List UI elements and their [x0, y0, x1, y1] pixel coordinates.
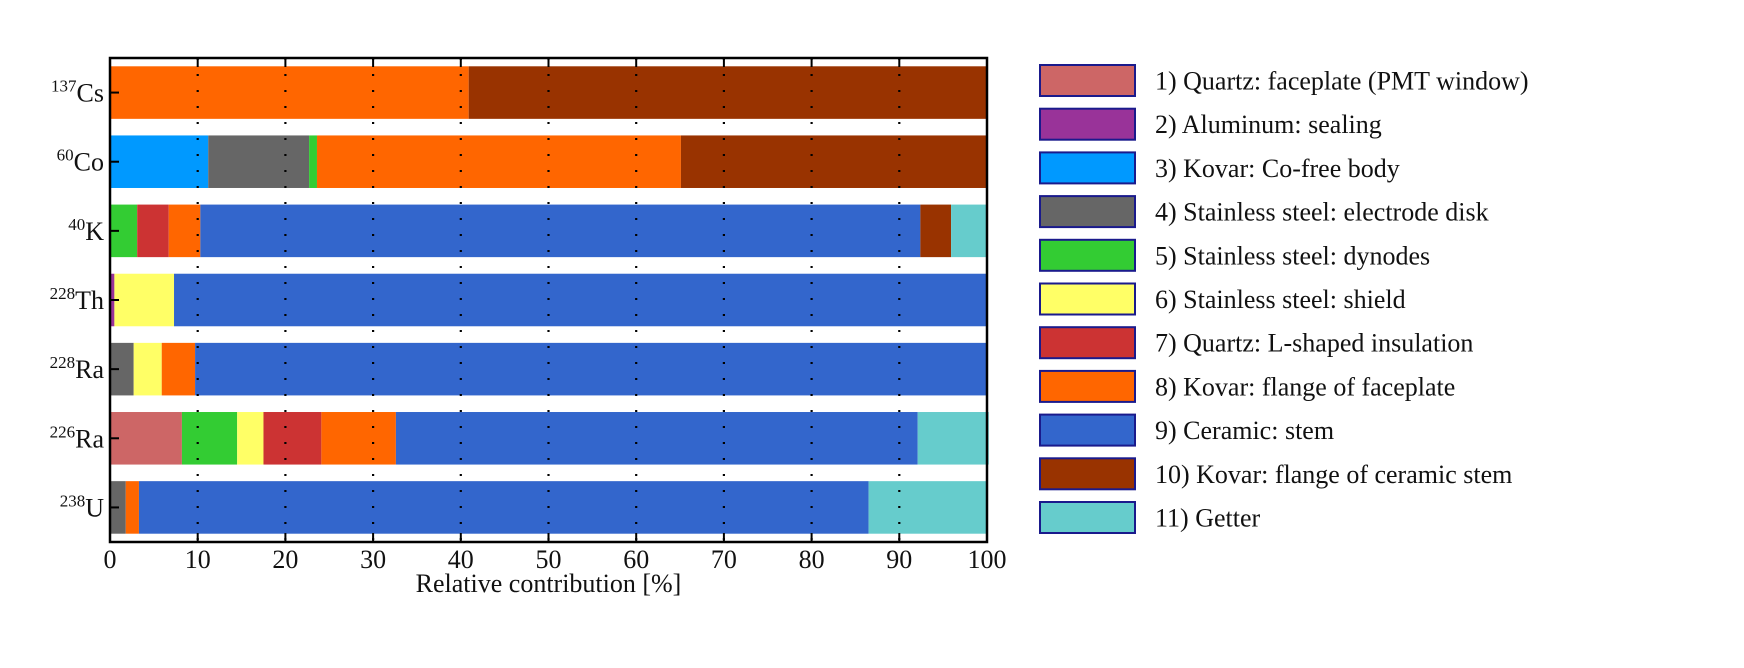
bar-segment-k-40-s10	[920, 204, 952, 258]
bar-segment-ra-226-s5	[181, 412, 238, 465]
x-axis: 0 10 20 30 40 50 60 70 80 90 100	[104, 58, 1007, 574]
bar-segment-k-40-s7	[137, 204, 169, 258]
legend-label: 11) Getter	[1155, 504, 1260, 533]
isotope-symbol: Cs	[77, 79, 104, 108]
isotope-mass: 228	[50, 353, 76, 372]
x-tick-label: 10	[185, 545, 211, 574]
legend-swatch	[1039, 369, 1136, 403]
legend-swatch	[1039, 282, 1136, 316]
bar-segment-ra-228-s9	[195, 342, 988, 396]
bar-segment-k-40-s8	[168, 204, 201, 258]
bar-segment-co-60-s5	[309, 135, 317, 188]
isotope-symbol: Th	[75, 286, 104, 315]
bar-segment-k-40-s9	[200, 204, 921, 258]
legend: 1) Quartz: faceplate (PMT window) 2) Alum…	[1039, 64, 1529, 534]
bar-segment-th-228-s9	[174, 273, 987, 327]
bar-segment-cs-137-s10	[468, 66, 987, 119]
y-tick-label: 226Ra	[50, 422, 105, 453]
bar-segment-ra-226-s7	[263, 412, 322, 465]
y-tick-label: 228Th	[50, 284, 104, 315]
x-tick-label: 100	[968, 545, 1007, 574]
legend-label: 9) Ceramic: stem	[1155, 416, 1334, 445]
legend-swatch	[1039, 413, 1136, 447]
isotope-symbol: U	[85, 493, 104, 522]
legend-swatch	[1039, 457, 1136, 491]
bar-segment-ra-226-s1	[110, 412, 182, 465]
isotope-symbol: Ra	[75, 424, 104, 453]
bar-segment-u-238-s11	[868, 481, 987, 534]
x-tick-label: 90	[886, 545, 912, 574]
x-tick-label: 0	[104, 545, 117, 574]
isotope-mass: 228	[50, 284, 76, 303]
isotope-symbol: Co	[74, 148, 104, 177]
isotope-mass: 238	[60, 491, 86, 510]
legend-label: 2) Aluminum: sealing	[1155, 110, 1382, 139]
bar-segment-ra-228-s8	[161, 342, 196, 396]
legend-swatch	[1039, 107, 1136, 141]
grid-layer	[196, 58, 901, 542]
bar-segment-co-60-s3	[110, 135, 209, 188]
legend-label: 7) Quartz: L-shaped insulation	[1155, 329, 1473, 358]
bar-segment-ra-226-s8	[321, 412, 396, 465]
legend-label: 3) Kovar: Co-free body	[1155, 154, 1400, 183]
y-tick-label: 60Co	[57, 146, 104, 177]
bar-segment-co-60-s8	[316, 135, 681, 188]
bar-segment-u-238-s8	[125, 481, 139, 534]
y-tick-label: 40K	[68, 215, 104, 246]
bar-segment-u-238-s9	[138, 481, 869, 534]
legend-swatch	[1039, 238, 1136, 272]
legend-swatch	[1039, 151, 1136, 185]
y-tick-label: 137Cs	[51, 77, 104, 108]
x-tick-label: 70	[711, 545, 737, 574]
legend-swatch	[1039, 195, 1136, 229]
bar-segment-ra-226-s9	[395, 412, 918, 465]
legend-label: 1) Quartz: faceplate (PMT window)	[1155, 67, 1529, 96]
x-tick-label: 80	[799, 545, 825, 574]
y-tick-label: 228Ra	[50, 353, 105, 384]
x-tick-label: 30	[360, 545, 386, 574]
isotope-mass: 40	[68, 215, 85, 234]
bar-segment-ra-228-s6	[133, 342, 162, 396]
isotope-mass: 226	[50, 422, 76, 441]
isotope-mass: 137	[51, 77, 77, 96]
legend-label: 5) Stainless steel: dynodes	[1155, 241, 1430, 270]
bar-segment-k-40-s11	[951, 204, 987, 258]
isotope-symbol: Ra	[75, 355, 104, 384]
isotope-mass: 60	[57, 146, 74, 165]
isotope-symbol: K	[85, 217, 104, 246]
x-tick-label: 20	[272, 545, 298, 574]
x-tick-label: 60	[623, 545, 649, 574]
legend-swatch	[1039, 64, 1136, 97]
bar-segment-cs-137-s8	[110, 66, 469, 119]
x-axis-title: Relative contribution [%]	[416, 569, 682, 598]
bar-segment-co-60-s4	[208, 135, 310, 188]
legend-label: 4) Stainless steel: electrode disk	[1155, 198, 1489, 227]
bar-segment-th-228-s6	[114, 273, 175, 327]
bar-segment-ra-226-s11	[917, 412, 989, 465]
legend-label: 10) Kovar: flange of ceramic stem	[1155, 460, 1512, 489]
bar-segment-ra-226-s6	[237, 412, 264, 465]
legend-swatch	[1039, 326, 1136, 360]
x-tick-label: 50	[536, 545, 562, 574]
bar-segment-co-60-s10	[680, 135, 987, 188]
y-tick-label: 238U	[60, 491, 105, 522]
x-tick-label: 40	[448, 545, 474, 574]
legend-label: 8) Kovar: flange of faceplate	[1155, 372, 1455, 401]
legend-label: 6) Stainless steel: shield	[1155, 285, 1406, 314]
bar-segment-ra-228-s4	[110, 342, 134, 396]
bars-layer	[110, 66, 989, 534]
legend-swatch	[1039, 501, 1136, 534]
